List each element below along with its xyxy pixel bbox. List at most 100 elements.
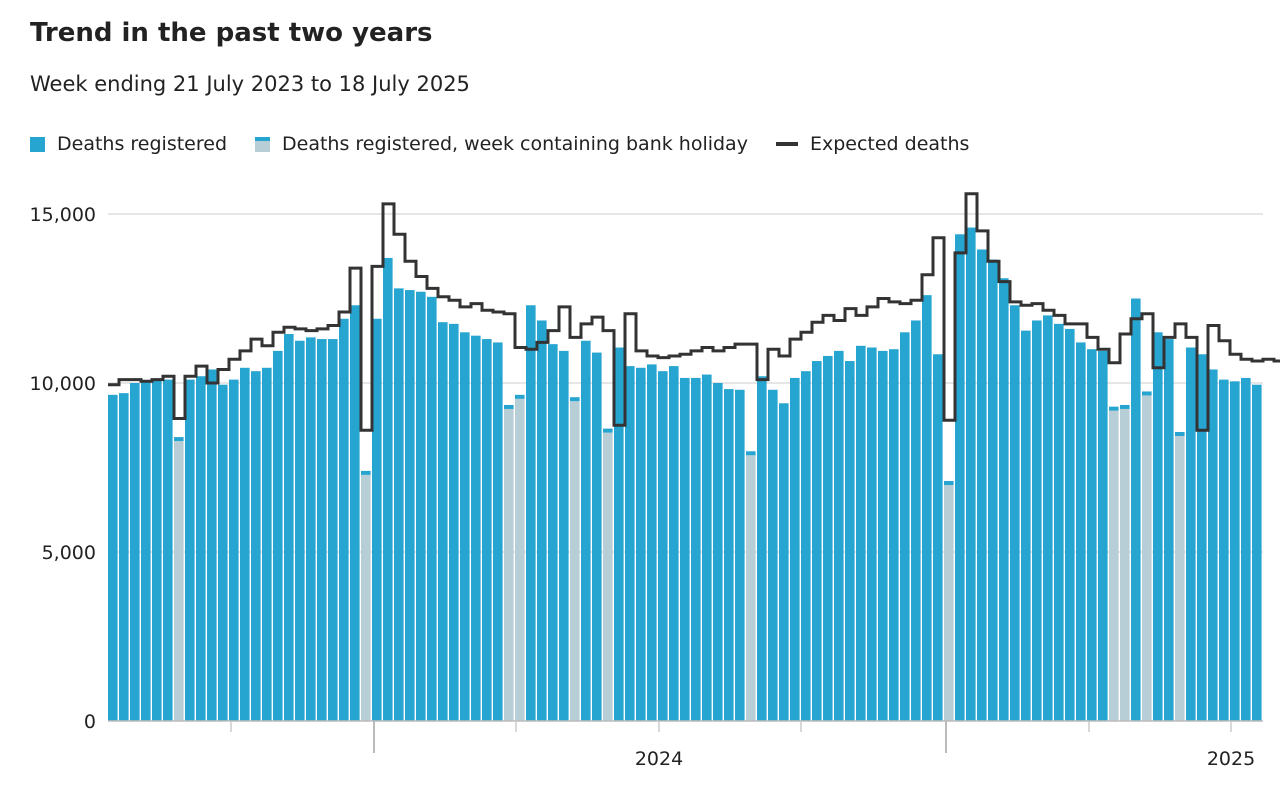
bar-deaths <box>328 339 338 721</box>
bar-deaths <box>218 384 228 721</box>
expected-deaths-line <box>108 192 1280 432</box>
bar-deaths <box>273 350 283 721</box>
bar-deaths <box>295 340 305 721</box>
bar-deaths <box>614 347 624 721</box>
bar-deaths <box>251 371 261 721</box>
bar-bank-holiday-cap <box>746 451 756 456</box>
legend-item-expected[interactable]: Expected deaths <box>775 133 969 155</box>
bar-deaths <box>196 376 206 721</box>
bar-deaths <box>537 320 547 721</box>
bar-deaths <box>966 227 976 721</box>
bar-bank-holiday <box>1120 408 1130 721</box>
bar-deaths <box>108 394 118 721</box>
bar-deaths <box>988 259 998 721</box>
bar-bank-holiday <box>570 401 580 721</box>
bar-deaths <box>1208 369 1218 721</box>
bar-deaths <box>1087 349 1097 721</box>
bar-deaths <box>812 361 822 721</box>
bar-deaths <box>350 305 360 721</box>
bar-deaths <box>559 350 569 721</box>
bar-deaths <box>1021 330 1031 721</box>
bar-deaths <box>581 340 591 721</box>
bar-bank-holiday <box>1142 395 1152 721</box>
bar-bank-holiday <box>1175 436 1185 721</box>
legend-item-holiday[interactable]: Deaths registered, week containing bank … <box>255 133 748 155</box>
bar-deaths <box>405 290 415 721</box>
bar-deaths <box>1076 342 1086 721</box>
bar-deaths <box>1054 323 1064 721</box>
bar-deaths <box>1164 339 1174 721</box>
bar-bank-holiday <box>174 441 184 721</box>
bar-deaths <box>284 333 294 721</box>
bar-bank-holiday <box>944 485 954 721</box>
bar-deaths <box>372 318 382 721</box>
bar-deaths <box>801 371 811 721</box>
chart-title: Trend in the past two years <box>30 18 433 48</box>
bar-bank-holiday <box>1109 410 1119 721</box>
bar-deaths <box>713 383 723 721</box>
bar-deaths <box>691 377 701 721</box>
bar-deaths <box>383 257 393 721</box>
bar-bank-holiday <box>515 398 525 721</box>
bar-bank-holiday-cap <box>1175 432 1185 437</box>
bar-deaths <box>416 291 426 721</box>
bar-deaths <box>856 345 866 721</box>
bar-deaths <box>669 366 679 721</box>
bar-deaths <box>647 364 657 721</box>
legend-swatch-holiday <box>255 136 270 152</box>
bar-deaths <box>438 322 448 721</box>
bar-deaths <box>955 234 965 721</box>
bar-deaths <box>724 389 734 721</box>
legend-swatch-expected <box>775 142 798 146</box>
chart-plot: 0 5,000 10,000 15,000 2024 2025 <box>30 192 1280 770</box>
bar-bank-holiday <box>603 432 613 721</box>
bar-bank-holiday-cap <box>174 437 184 442</box>
y-tick-label: 10,000 <box>30 373 96 395</box>
bar-deaths <box>394 288 404 721</box>
bar-deaths <box>636 367 646 721</box>
bar-bank-holiday-cap <box>603 428 613 433</box>
x-tick-label: 2025 <box>1207 748 1255 770</box>
bar-deaths <box>548 344 558 721</box>
bar-deaths <box>702 374 712 721</box>
axes: 2024 2025 <box>108 720 1263 770</box>
bar-bank-holiday <box>746 455 756 721</box>
bar-bank-holiday-cap <box>504 404 514 409</box>
bar-deaths <box>185 379 195 721</box>
bar-deaths <box>449 323 459 721</box>
y-tick-label: 15,000 <box>30 204 96 226</box>
bar-deaths <box>152 379 162 721</box>
bar-deaths <box>977 249 987 721</box>
legend-label-holiday: Deaths registered, week containing bank … <box>282 133 748 155</box>
bar-deaths <box>922 295 932 721</box>
bar-bank-holiday-cap <box>1120 404 1130 409</box>
chart-subtitle: Week ending 21 July 2023 to 18 July 2025 <box>30 72 470 96</box>
bar-deaths <box>317 339 327 721</box>
bar-deaths <box>493 342 503 721</box>
bar-deaths <box>735 389 745 721</box>
bar-deaths <box>1230 381 1240 721</box>
bar-deaths <box>768 389 778 721</box>
bar-deaths <box>119 393 129 721</box>
bar-deaths <box>482 339 492 721</box>
bar-deaths <box>658 371 668 721</box>
bar-deaths <box>1153 332 1163 721</box>
bar-deaths <box>1010 305 1020 721</box>
bar-deaths <box>526 305 536 721</box>
expected-line-group <box>108 192 1280 432</box>
bar-deaths <box>911 320 921 721</box>
legend-label-deaths: Deaths registered <box>57 133 227 155</box>
bar-deaths <box>867 347 877 721</box>
bar-deaths <box>339 318 349 721</box>
legend-item-deaths[interactable]: Deaths registered <box>30 133 227 155</box>
chart-legend: Deaths registered Deaths registered, wee… <box>30 133 997 155</box>
bar-deaths <box>460 332 470 721</box>
bar-bank-holiday-cap <box>944 481 954 486</box>
bar-deaths <box>1252 384 1262 721</box>
bar-deaths <box>1032 320 1042 721</box>
bar-deaths <box>625 366 635 721</box>
legend-swatch-deaths <box>30 136 45 152</box>
bar-deaths <box>1219 379 1229 721</box>
bar-deaths <box>306 337 316 721</box>
bar-deaths <box>834 350 844 721</box>
